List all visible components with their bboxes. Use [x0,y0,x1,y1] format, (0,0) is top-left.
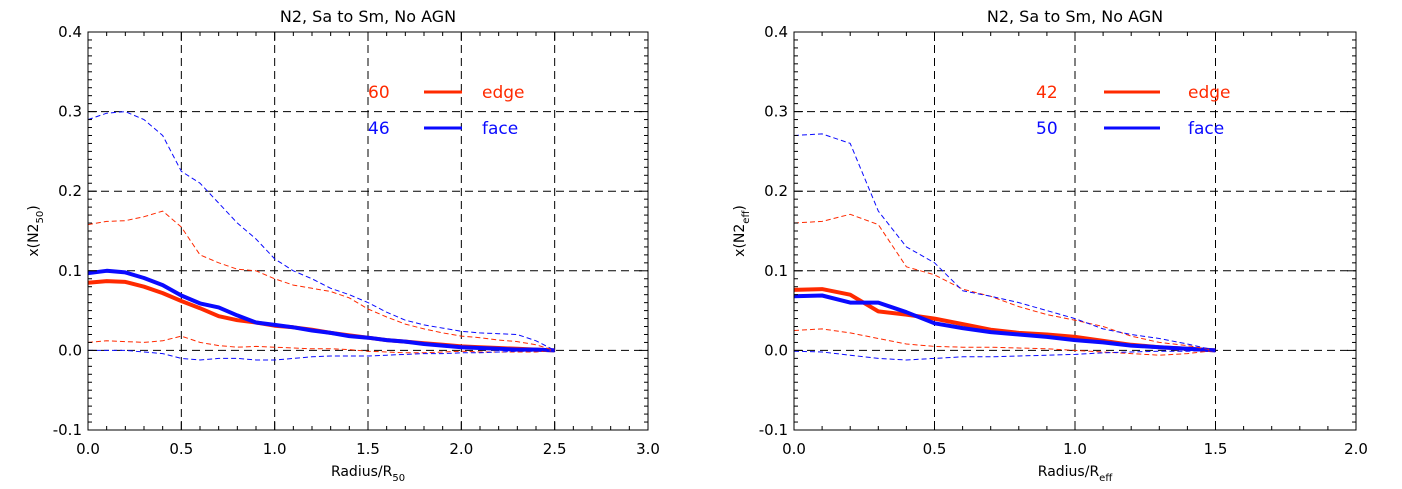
x-tick-label: 0.5 [923,440,947,458]
x-tick-label: 2.0 [449,440,473,458]
legend-count: 50 [1036,119,1058,139]
y-tick-label: 0.1 [764,262,788,280]
legend-count: 46 [368,119,390,139]
y-axis-label: x(N2eff) [732,205,752,257]
x-tick-label: 2.5 [543,440,567,458]
y-tick-label: 0.0 [58,341,82,359]
chart-panel-1: 0.0 0.5 1.0 1.5 2.0 2.5 3.0-0.10.00.10.20.30.4… [26,7,660,484]
series-dashed-line-5 [88,349,555,361]
legend-count: 60 [368,83,390,103]
series-dashed-line-2 [793,213,1216,351]
series-edge-line [87,279,555,353]
y-tick-label: 0.2 [764,182,788,200]
y-tick-label: -0.1 [53,421,82,439]
y-tick-label: 0.3 [58,103,82,121]
chart-title: N2, Sa to Sm, No AGN [987,7,1163,26]
y-tick-label: 0.4 [764,23,788,41]
y-tick-label: 0.1 [58,262,82,280]
x-tick-label: 1.5 [356,440,380,458]
y-tick-label: 0.3 [764,103,788,121]
y-axis-label: x(N250) [26,205,46,256]
series-dashed-line-3 [793,133,1216,351]
legend-label: face [482,119,518,139]
series-face-line [87,268,555,353]
x-tick-label: 1.0 [1063,440,1087,458]
legend-label: face [1188,119,1224,139]
x-tick-label: 0.5 [169,440,193,458]
series-face-line [793,293,1216,353]
series-dashed-line-3 [87,111,555,351]
x-axis-label: Radius/R50 [331,464,405,484]
chart-title: N2, Sa to Sm, No AGN [280,7,456,26]
x-axis-label: Radius/Reff [1038,464,1114,484]
y-tick-label: 0.0 [764,341,788,359]
legend-label: edge [482,83,525,103]
y-tick-label: -0.1 [759,421,788,439]
x-tick-label: 0.0 [76,440,100,458]
legend: 42 edge 50 face [1036,83,1231,139]
series-dashed-line-4 [87,335,555,354]
series-dashed-line-4 [793,328,1216,356]
y-tick-label: 0.4 [58,23,82,41]
chart-panel-2: 0.0 0.5 1.0 1.5 2.0-0.10.00.10.20.30.4N2, Sa… [732,7,1368,484]
legend: 60 edge 46 face [368,83,525,139]
legend-count: 42 [1036,83,1058,103]
legend-label: edge [1188,83,1231,103]
series-dashed-line-5 [793,349,1216,361]
y-tick-label: 0.2 [58,182,82,200]
series-dashed-line-2 [87,210,555,351]
x-tick-label: 1.5 [1204,440,1228,458]
x-tick-label: 2.0 [1344,440,1368,458]
x-tick-label: 1.0 [263,440,287,458]
x-tick-label: 0.0 [782,440,806,458]
x-tick-label: 3.0 [636,440,660,458]
